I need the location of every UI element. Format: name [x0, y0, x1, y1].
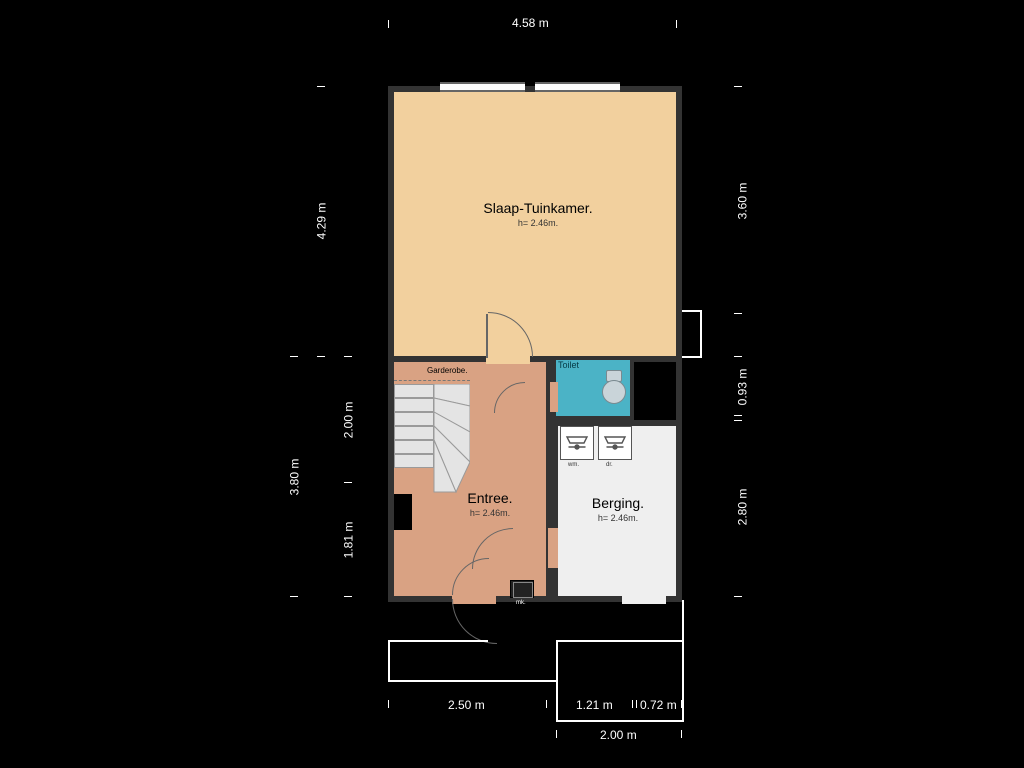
door-opening [486, 354, 530, 364]
dim-tick [734, 596, 742, 597]
floorplan-stage: 4.58 m 4.29 m 3.80 m 2.00 m 1.81 m 3.60 … [0, 0, 1024, 768]
dim-left-b: 3.80 m [287, 459, 301, 496]
wall-segment [676, 356, 682, 426]
dim-tick [388, 700, 389, 708]
terrace-line [388, 640, 390, 680]
label-slaap-height: h= 2.46m. [438, 218, 638, 228]
terrace-line [388, 640, 488, 642]
dim-tick [676, 20, 677, 28]
terrace-line [556, 640, 684, 642]
dim-tick [556, 730, 557, 738]
dim-top: 4.58 m [512, 16, 549, 30]
terrace-line [682, 600, 684, 722]
dim-tick [632, 700, 633, 708]
door-opening [452, 594, 496, 604]
dim-tick [344, 482, 352, 483]
dim-tick [317, 356, 325, 357]
terrace-line [388, 680, 556, 682]
terrace-line [700, 310, 702, 356]
door-opening [622, 594, 666, 604]
label-wm: wm. [568, 462, 579, 468]
dim-tick [734, 313, 742, 314]
terrace-line [682, 310, 700, 312]
dim-bot-b: 1.21 m [576, 698, 613, 712]
dim-bot-c: 0.72 m [640, 698, 677, 712]
dim-left-c: 2.00 m [341, 402, 355, 439]
dim-tick [734, 415, 742, 416]
dim-left-a: 4.29 m [314, 203, 328, 240]
label-berging-name: Berging. [568, 495, 668, 511]
terrace-line [556, 720, 682, 722]
terrace-line [556, 640, 558, 720]
dim-right-a: 3.60 m [735, 183, 749, 220]
dim-left-d: 1.81 m [341, 522, 355, 559]
label-toilet: Toilet [558, 360, 579, 370]
label-slaap-name: Slaap-Tuinkamer. [438, 200, 638, 216]
label-slaap: Slaap-Tuinkamer. h= 2.46m. [438, 200, 638, 228]
label-entree-height: h= 2.46m. [440, 508, 540, 518]
appliance-wm [560, 426, 594, 460]
appliance-dr [598, 426, 632, 460]
dim-tick [290, 356, 298, 357]
door-leaf [486, 314, 488, 358]
dim-bot-d: 2.00 m [600, 728, 637, 742]
dim-tick [290, 596, 298, 597]
window-north-1 [440, 82, 525, 92]
garderobe-divider [394, 380, 470, 381]
door-opening [548, 528, 558, 568]
dim-tick [344, 596, 352, 597]
label-garderobe: Garderobe. [427, 366, 467, 375]
dim-tick [546, 700, 547, 708]
dim-right-b: 0.93 m [735, 369, 749, 406]
dim-tick [681, 730, 682, 738]
dim-bot-a: 2.50 m [448, 698, 485, 712]
label-berging-height: h= 2.46m. [568, 513, 668, 523]
dim-right-c: 2.80 m [735, 489, 749, 526]
terrace-line [682, 356, 702, 358]
dim-tick [636, 700, 637, 708]
dim-tick [734, 420, 742, 421]
staircase [394, 384, 470, 494]
dim-tick [317, 86, 325, 87]
label-entree: Entree. h= 2.46m. [440, 490, 540, 518]
label-dr: dr. [606, 462, 613, 468]
toilet-fixture [600, 370, 626, 406]
dim-tick [734, 356, 742, 357]
wall-segment [634, 356, 682, 362]
door-opening [550, 382, 558, 412]
label-mk: mk. [516, 600, 526, 606]
dim-tick [388, 20, 389, 28]
label-berging: Berging. h= 2.46m. [568, 495, 668, 523]
dim-tick [734, 86, 742, 87]
dim-tick [344, 356, 352, 357]
label-toilet-name: Toilet [558, 360, 579, 370]
window-north-2 [535, 82, 620, 92]
stair-void [394, 494, 412, 530]
